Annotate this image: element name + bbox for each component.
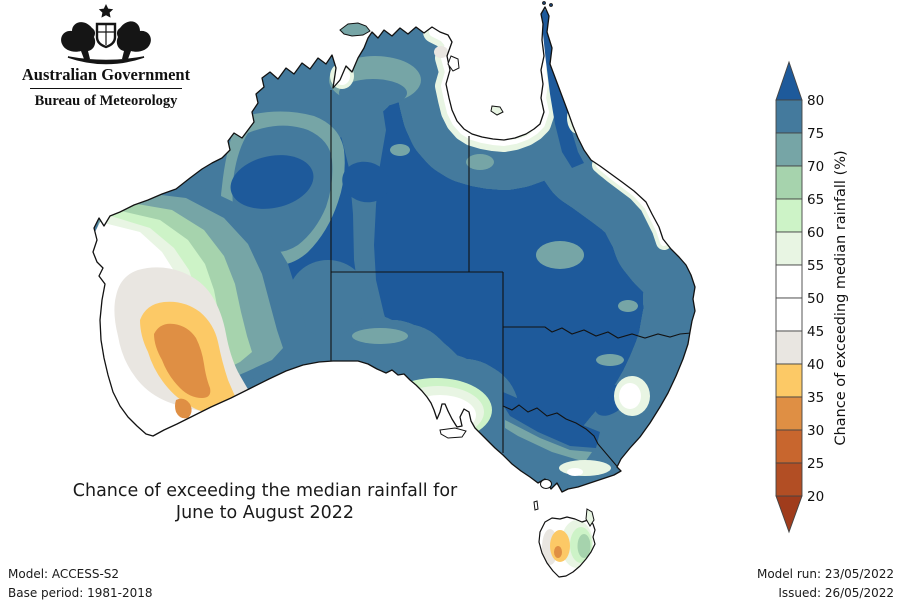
colorbar: 80 75 70 65 60 55 50 45 40 35 30 25 20 C… <box>775 60 849 534</box>
agency-title: Bureau of Meteorology <box>34 93 178 109</box>
gov-title: Australian Government <box>21 65 191 84</box>
colorbar-tick: 80 <box>807 93 824 109</box>
colorbar-tick: 35 <box>807 390 824 406</box>
colorbar-tick: 45 <box>807 324 824 340</box>
colorbar-tick: 60 <box>807 225 824 241</box>
model-run-label: Model run: 23/05/2022 <box>756 567 894 581</box>
tasmania-coastline <box>538 516 596 578</box>
offshore-islands <box>339 1 553 489</box>
colorbar-tick: 25 <box>807 456 824 472</box>
colorbar-tick: 50 <box>807 291 824 307</box>
model-label: Model: ACCESS-S2 <box>8 567 120 581</box>
colorbar-tick: 65 <box>807 192 824 208</box>
colorbar-tick: 70 <box>807 159 824 175</box>
colorbar-ticks: 80 75 70 65 60 55 50 45 40 35 30 25 20 <box>807 93 824 505</box>
colorbar-tick: 40 <box>807 357 824 373</box>
footer-right: Model run: 23/05/2022 Issued: 26/05/2022 <box>757 565 894 603</box>
colorbar-tick: 75 <box>807 126 824 142</box>
colorbar-arrow-bottom <box>775 495 803 534</box>
colorbar-tick: 55 <box>807 258 824 274</box>
colorbar-tick: 30 <box>807 423 824 439</box>
bass-strait-islands <box>533 500 595 527</box>
mainland-coastline <box>92 6 696 493</box>
logo-divider <box>30 88 182 89</box>
state-borders <box>330 90 692 472</box>
base-period-label: Base period: 1981-2018 <box>8 586 153 600</box>
footer-left: Model: ACCESS-S2 Base period: 1981-2018 <box>8 565 153 603</box>
colorbar-axis-label: Chance of exceeding median rainfall (%) <box>833 150 849 445</box>
map-title-line2: June to August 2022 <box>175 503 355 523</box>
colorbar-arrow-top <box>775 60 803 101</box>
issued-label: Issued: 26/05/2022 <box>778 586 894 600</box>
map-title-line1: Chance of exceeding the median rainfall … <box>72 481 458 501</box>
colorbar-tick: 20 <box>807 489 824 505</box>
coat-of-arms-icon <box>61 4 151 65</box>
map-title: Chance of exceeding the median rainfall … <box>40 480 490 524</box>
bom-logo: Australian Government Bureau of Meteorol… <box>8 2 204 110</box>
